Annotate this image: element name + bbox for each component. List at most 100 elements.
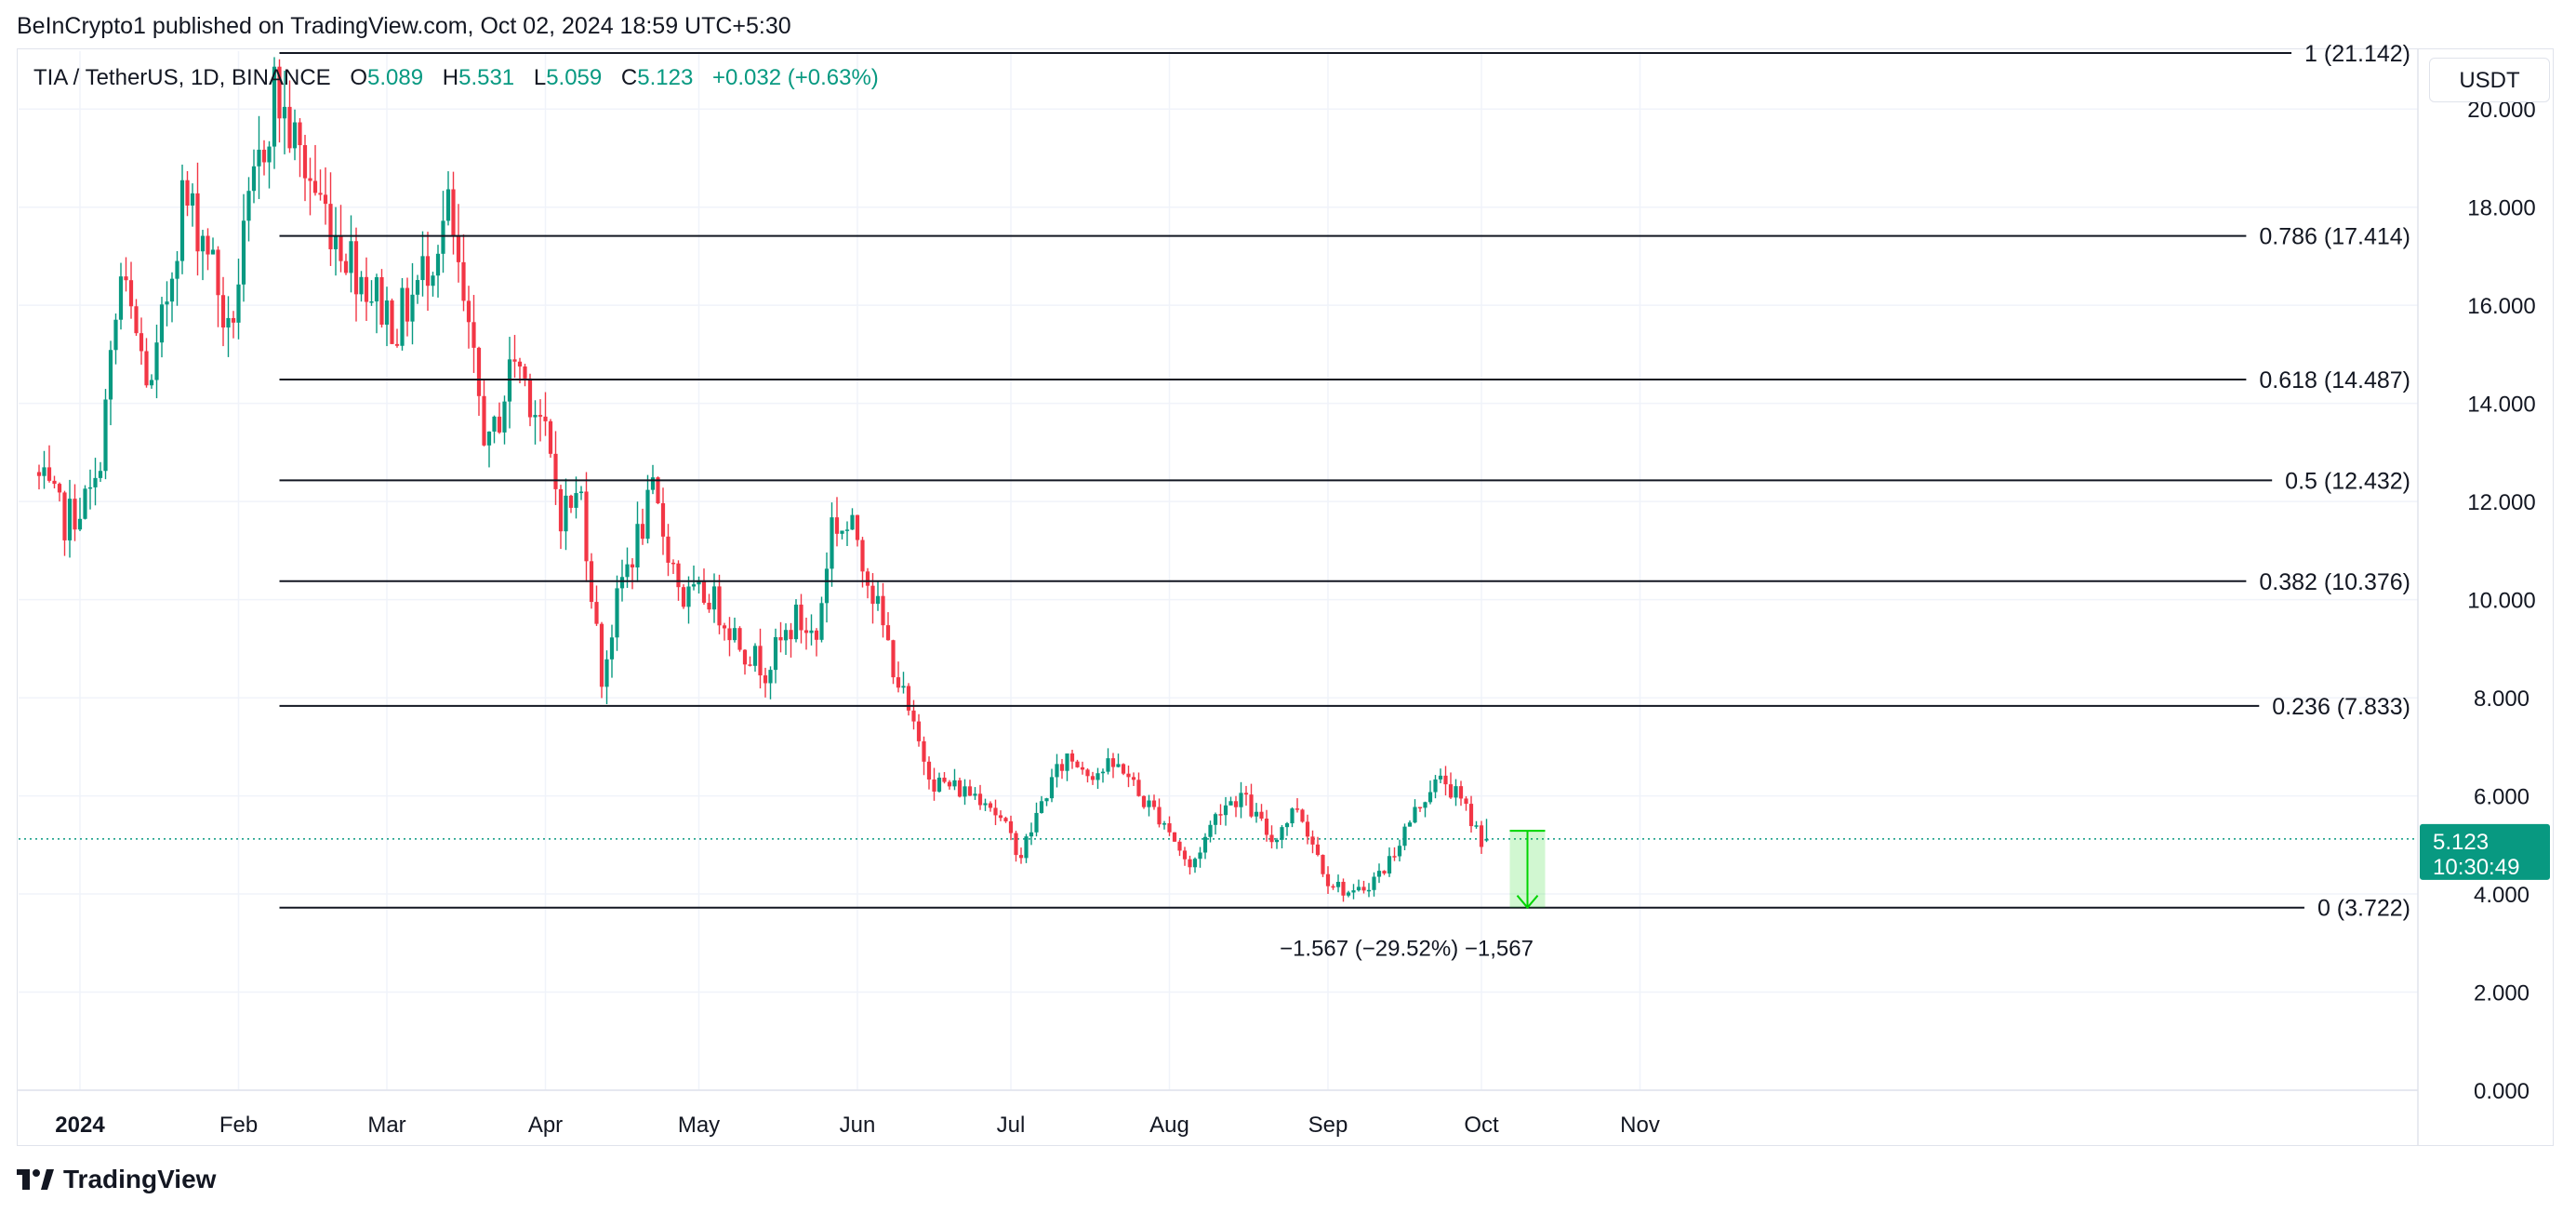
x-tick-label: Sep bbox=[1308, 1113, 1348, 1138]
candle-body bbox=[891, 640, 896, 678]
candle-body bbox=[1315, 844, 1321, 856]
fib-level-label: 0.5 (12.432) bbox=[2285, 468, 2410, 494]
candle-body bbox=[134, 306, 139, 334]
candle-body bbox=[251, 166, 257, 192]
candle-body bbox=[343, 260, 349, 273]
candle-body bbox=[686, 586, 691, 607]
candle-body bbox=[1039, 801, 1044, 813]
candle-body bbox=[926, 761, 932, 780]
candle-body bbox=[98, 471, 103, 478]
candle-body bbox=[1448, 784, 1454, 798]
candle-body bbox=[645, 489, 650, 540]
candle-body bbox=[1182, 850, 1188, 860]
candle-body bbox=[83, 488, 87, 519]
candle-body bbox=[1274, 839, 1280, 843]
price-axis[interactable]: 0.000 2.000 4.000 6.000 8.000 10.000 12.000 14.… bbox=[2417, 48, 2536, 1146]
candle-body bbox=[660, 502, 666, 537]
x-tick-label: Jun bbox=[840, 1113, 876, 1138]
x-tick-label: Aug bbox=[1149, 1113, 1189, 1138]
candle-body bbox=[1121, 764, 1126, 774]
candle-body bbox=[656, 477, 660, 503]
candle-body bbox=[1172, 832, 1177, 842]
fib-level-label: 0.382 (10.376) bbox=[2259, 569, 2410, 595]
candle-body bbox=[165, 301, 169, 305]
candle-body bbox=[799, 605, 803, 631]
y-tick-label: 18.000 bbox=[2467, 196, 2535, 221]
candle-body bbox=[1177, 841, 1182, 851]
price-range-measure[interactable]: −1.567 (−29.52%) −1,567 bbox=[1280, 830, 1546, 962]
candle-body bbox=[763, 675, 768, 684]
fib-level-label: 0 (3.722) bbox=[2317, 896, 2410, 922]
candle-body bbox=[441, 220, 445, 254]
candle-body bbox=[952, 780, 957, 787]
candle-body bbox=[257, 149, 261, 167]
low-value: 5.059 bbox=[546, 65, 603, 90]
candle-body bbox=[1259, 811, 1264, 819]
tradingview-logo[interactable]: TradingView bbox=[17, 1165, 216, 1194]
candle-body bbox=[175, 260, 179, 279]
candle-body bbox=[1100, 771, 1106, 774]
candle-body bbox=[742, 649, 748, 665]
candle-body bbox=[824, 568, 830, 604]
candle-body bbox=[415, 280, 420, 295]
candle-body bbox=[533, 415, 538, 418]
candle-body bbox=[216, 249, 220, 296]
candle-body bbox=[594, 602, 599, 624]
candle-body bbox=[1361, 886, 1366, 891]
candle-body bbox=[471, 322, 476, 348]
candle-body bbox=[548, 420, 553, 454]
high-label: H bbox=[442, 65, 459, 90]
symbol-name[interactable]: TIA / TetherUS, 1D, BINANCE bbox=[33, 65, 331, 90]
candle-body bbox=[1458, 786, 1464, 799]
open-value: 5.089 bbox=[367, 65, 424, 90]
candle-body bbox=[574, 493, 578, 508]
time-axis[interactable]: 2024 Feb Mar Apr May Jun Jul Aug Sep Oct Nov bbox=[17, 1089, 2418, 1138]
x-tick-label: Jul bbox=[997, 1113, 1026, 1138]
candle-body bbox=[1029, 832, 1034, 837]
candle-body bbox=[707, 602, 711, 610]
candle-body bbox=[773, 636, 778, 671]
candle-body bbox=[896, 677, 901, 688]
candle-body bbox=[727, 628, 732, 641]
candle-body bbox=[1147, 800, 1151, 807]
candle-body bbox=[844, 529, 850, 531]
candle-body bbox=[1443, 775, 1448, 785]
y-tick-label: 6.000 bbox=[2474, 785, 2530, 810]
candle-body bbox=[932, 779, 936, 793]
fib-level-label: 0.236 (7.833) bbox=[2272, 694, 2410, 720]
currency-button[interactable]: USDT bbox=[2429, 58, 2550, 102]
candle-body bbox=[1280, 827, 1284, 840]
candle-body bbox=[850, 514, 855, 530]
candle-body bbox=[1018, 855, 1024, 859]
candle-body bbox=[124, 276, 128, 281]
candle-body bbox=[410, 294, 415, 322]
candle-body bbox=[1239, 793, 1243, 807]
candle-body bbox=[732, 628, 737, 641]
candle-body bbox=[1402, 826, 1407, 846]
candle-body bbox=[128, 280, 134, 307]
candle-body bbox=[599, 623, 604, 687]
candle-body bbox=[149, 380, 154, 386]
candle-body bbox=[865, 571, 870, 586]
candle-body bbox=[57, 484, 62, 493]
candle-body bbox=[1397, 846, 1402, 857]
candle-body bbox=[977, 793, 983, 806]
candle-body bbox=[1059, 764, 1065, 771]
candle-body bbox=[1055, 764, 1059, 778]
candle-body bbox=[604, 659, 609, 687]
candle-body bbox=[1351, 890, 1356, 893]
candle-body bbox=[737, 628, 742, 650]
candle-body bbox=[523, 366, 527, 379]
candle-body bbox=[1106, 758, 1110, 772]
candle-body bbox=[697, 580, 701, 585]
candle-body bbox=[103, 399, 108, 472]
candle-body bbox=[93, 477, 98, 487]
fib-retracement[interactable]: 1 (21.142) 0.786 (17.414) 0.618 (14.487) 0.… bbox=[279, 41, 2411, 922]
candle-body bbox=[261, 149, 267, 163]
candle-body bbox=[1202, 836, 1208, 853]
candle-body bbox=[906, 686, 911, 711]
candle-body bbox=[1233, 801, 1239, 807]
candle-body bbox=[901, 686, 906, 688]
publisher-caption: BeInCrypto1 published on TradingView.com… bbox=[17, 13, 791, 39]
